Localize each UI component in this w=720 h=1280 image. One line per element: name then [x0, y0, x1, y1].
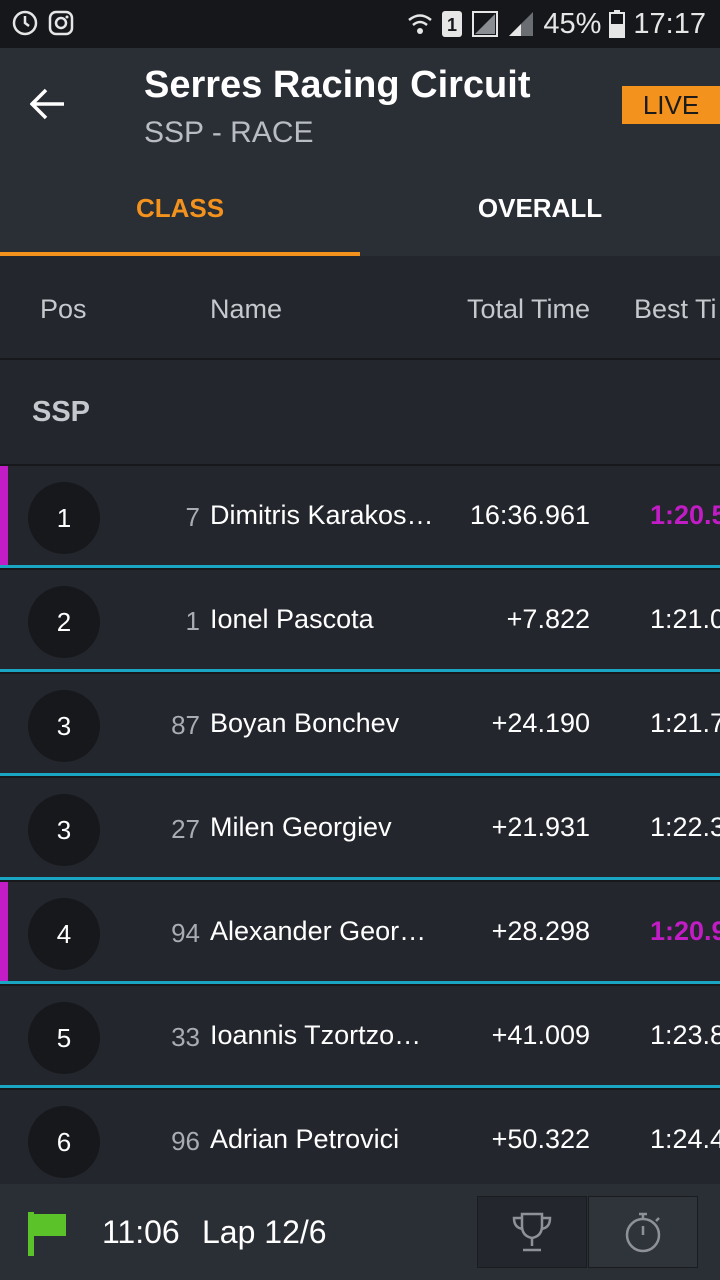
- column-best-time[interactable]: Best Ti: [634, 294, 717, 324]
- tab-overall[interactable]: OVERALL: [477, 192, 603, 223]
- rider-name: Milen Georgiev: [210, 812, 392, 842]
- rider-number: 27: [171, 814, 200, 844]
- app-bar: Serres Racing Circuit SSP - RACE LIVE CL…: [0, 48, 720, 256]
- wifi-icon: [407, 11, 433, 37]
- stopwatch-icon: [625, 1212, 661, 1253]
- results-list: 1 7 Dimitris Karakos… 16:36.961 1:20.5 2…: [0, 464, 720, 1184]
- position-badge: 5: [28, 1002, 100, 1074]
- best-time: 1:23.8: [650, 1020, 720, 1050]
- instagram-icon: [48, 10, 74, 36]
- back-button[interactable]: [24, 80, 72, 128]
- column-header: Pos Name Total Time Best Ti: [0, 256, 720, 360]
- result-row[interactable]: 4 94 Alexander Georg… +28.298 1:20.9: [0, 880, 720, 984]
- rider-number: 7: [185, 502, 200, 532]
- page-subtitle: SSP - RACE: [144, 116, 314, 149]
- column-pos[interactable]: Pos: [40, 294, 87, 324]
- row-separator: [0, 669, 720, 672]
- position-badge: 4: [28, 898, 100, 970]
- best-time: 1:20.9: [650, 916, 720, 946]
- best-time: 1:24.4: [650, 1124, 720, 1154]
- status-bar: 1 45% 17:17: [0, 0, 720, 48]
- position-badge: 3: [28, 690, 100, 762]
- result-row[interactable]: 3 27 Milen Georgiev +21.931 1:22.3: [0, 776, 720, 880]
- rider-name: Ionel Pascota: [210, 604, 374, 634]
- best-time: 1:21.0: [650, 604, 720, 634]
- row-separator: [0, 773, 720, 776]
- sync-icon: [12, 10, 38, 36]
- best-time: 1:20.5: [650, 500, 720, 530]
- rider-name: Boyan Bonchev: [210, 708, 400, 738]
- battery-percent: 45%: [543, 7, 602, 40]
- total-time: +50.322: [491, 1124, 590, 1154]
- highlight-bar: [0, 466, 8, 567]
- live-badge: LIVE: [622, 86, 720, 124]
- row-separator: [0, 981, 720, 984]
- total-time: +24.190: [491, 708, 590, 738]
- result-row[interactable]: 6 96 Adrian Petrovici +50.322 1:24.4: [0, 1088, 720, 1184]
- clock: 17:17: [633, 7, 706, 40]
- race-time: 11:06: [102, 1214, 180, 1250]
- rider-number: 94: [171, 918, 200, 948]
- position-badge: 2: [28, 586, 100, 658]
- row-separator: [0, 877, 720, 880]
- svg-text:1: 1: [447, 15, 457, 35]
- result-row[interactable]: 1 7 Dimitris Karakos… 16:36.961 1:20.5: [0, 464, 720, 568]
- signal-icon: [507, 10, 535, 38]
- column-name[interactable]: Name: [210, 294, 283, 324]
- result-row[interactable]: 5 33 Ioannis Tzortzop… +41.009 1:23.8: [0, 984, 720, 1088]
- result-row[interactable]: 2 1 Ionel Pascota +7.822 1:21.0: [0, 568, 720, 672]
- total-time: +7.822: [506, 604, 590, 634]
- position-badge: 3: [28, 794, 100, 866]
- rider-number: 96: [171, 1126, 200, 1156]
- stopwatch-button[interactable]: [588, 1196, 698, 1268]
- rider-name: Ioannis Tzortzop…: [210, 1020, 436, 1050]
- total-time: +41.009: [491, 1020, 590, 1050]
- highlight-bar: [0, 882, 8, 983]
- result-row[interactable]: 3 87 Boyan Bonchev +24.190 1:21.7: [0, 672, 720, 776]
- best-time: 1:22.3: [650, 812, 720, 842]
- battery-icon: [609, 10, 626, 38]
- rider-name: Adrian Petrovici: [210, 1124, 400, 1154]
- trophy-icon: [512, 1212, 552, 1252]
- tab-class[interactable]: CLASS: [0, 160, 360, 256]
- signal-icon: [471, 10, 499, 38]
- rider-number: 1: [185, 606, 200, 636]
- rider-number: 87: [171, 710, 200, 740]
- trophy-button[interactable]: [477, 1196, 587, 1268]
- rider-number: 33: [171, 1022, 200, 1052]
- column-total-time[interactable]: Total Time: [466, 294, 590, 324]
- sim-icon: 1: [441, 10, 463, 38]
- position-badge: 1: [28, 482, 100, 554]
- best-time: 1:21.7: [650, 708, 720, 738]
- lap-counter: Lap 12/6: [202, 1214, 327, 1250]
- rider-name: Alexander Georg…: [210, 916, 436, 946]
- green-flag-icon: [28, 1212, 68, 1261]
- position-badge: 6: [28, 1106, 100, 1178]
- total-time: +28.298: [491, 916, 590, 946]
- row-separator: [0, 565, 720, 568]
- total-time: +21.931: [491, 812, 590, 842]
- race-status-bar: 11:06 Lap 12/6: [0, 1184, 720, 1280]
- class-group-header: SSP: [0, 360, 720, 464]
- total-time: 16:36.961: [469, 500, 590, 530]
- tab-bar: CLASS OVERALL: [0, 160, 720, 256]
- class-group-label: SSP: [32, 396, 91, 428]
- page-title: Serres Racing Circuit: [144, 64, 531, 106]
- row-separator: [0, 1085, 720, 1088]
- rider-name: Dimitris Karakos…: [210, 500, 434, 530]
- arrow-left-icon: [30, 88, 64, 120]
